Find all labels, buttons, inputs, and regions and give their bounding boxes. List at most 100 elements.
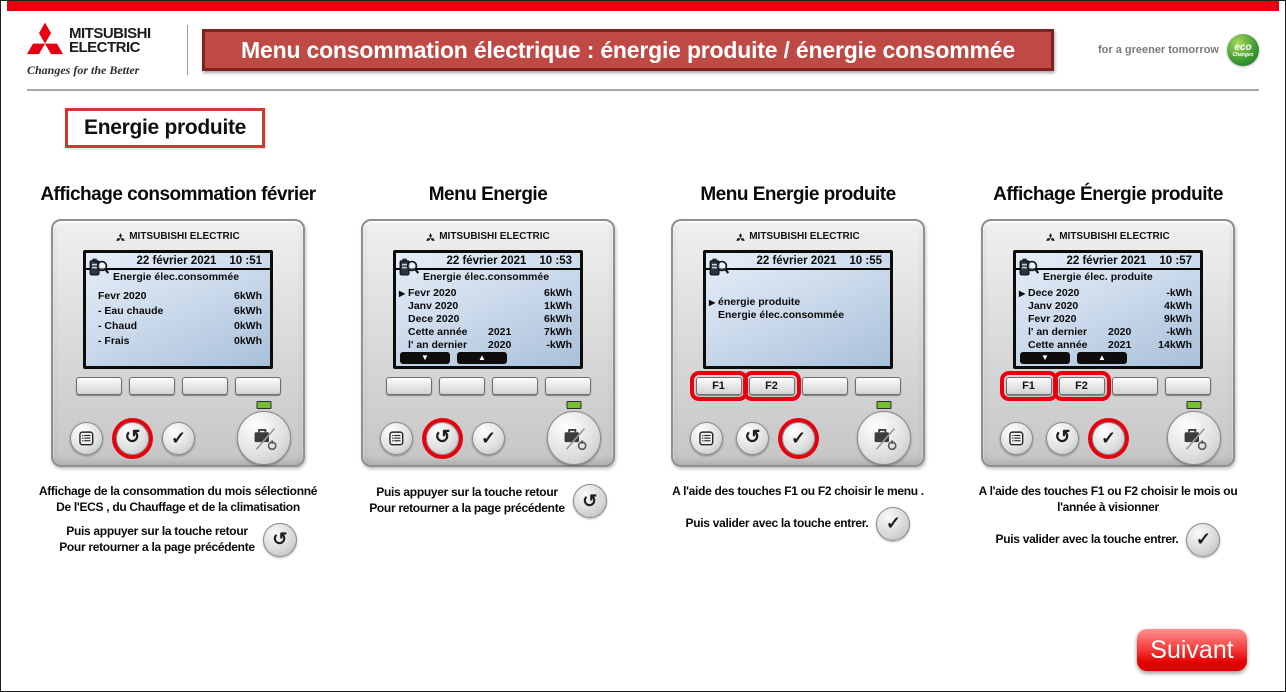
instruction-text: Puis appuyer sur la touche retour Pour re… xyxy=(59,524,255,556)
instruction-text: A l'aide des touches F1 ou F2 choisir le… xyxy=(672,484,924,500)
enter-key-highlighted: ✓ xyxy=(782,421,815,455)
screen-date: 22 février 2021 xyxy=(756,254,837,267)
mitsubishi-logo: MITSUBISHI ELECTRIC Changes for the Bett… xyxy=(27,22,177,78)
instructions: Affichage de la consommation du mois sél… xyxy=(25,484,331,557)
panel-1: Affichage consommation février MITSUBISHI… xyxy=(25,184,331,557)
return-key-icon: ↺ xyxy=(572,484,607,518)
screen-row: l' an dernier 2020 -kWh xyxy=(399,339,572,352)
screen-rows: Fevr 2020 6kWh - Eau chaude 6kWh - Chaud 0kWh… xyxy=(86,285,270,366)
menu-key xyxy=(1000,421,1033,455)
mitsubishi-diamond-icon xyxy=(27,22,63,55)
cursor-icon: ▶ xyxy=(399,288,406,298)
row-year: 2020 xyxy=(1108,325,1132,338)
instruction-note: Puis valider avec la touche entrer. ✓ xyxy=(645,506,951,541)
f1-key-highlighted: F1 xyxy=(689,371,748,401)
instruction-line: A l'aide des touches F1 ou F2 choisir le… xyxy=(978,484,1238,498)
return-arrow-icon: ↺ xyxy=(744,426,761,448)
eco-block: for a greener tomorrow eco Changes xyxy=(1054,34,1259,66)
instruction-line: Pour retourner a la page précédente xyxy=(59,539,255,554)
holiday-power-icon xyxy=(1184,427,1207,450)
row-label: l' an dernier xyxy=(1028,325,1088,338)
row-year: 2021 xyxy=(488,325,512,338)
led-indicator xyxy=(876,401,892,409)
cursor-space xyxy=(399,313,408,326)
holiday-power-icon xyxy=(874,427,897,450)
return-arrow-icon: ↺ xyxy=(434,426,451,448)
led-indicator xyxy=(1186,401,1202,409)
holiday-power-icon xyxy=(564,427,587,450)
remote-controller: MITSUBISHI ELECTRIC 22 février 2021 10 :53… xyxy=(361,219,615,467)
instruction-line: Affichage de la consommation du mois sél… xyxy=(38,484,318,498)
cursor-space xyxy=(1019,313,1028,326)
instruction-note: A l'aide des touches F1 ou F2 choisir le… xyxy=(955,484,1261,516)
screen-header: 22 février 2021 10 :57 xyxy=(1016,253,1200,270)
row-value: -kWh xyxy=(546,338,572,351)
vertical-divider xyxy=(187,25,188,75)
function-keys: F1 F2 xyxy=(689,371,901,401)
next-button[interactable]: Suivant xyxy=(1137,629,1247,671)
instruction-text: Puis valider avec la touche entrer. xyxy=(686,516,869,532)
row-value: 14kWh xyxy=(1158,338,1192,351)
mitsubishi-logo-row: MITSUBISHI ELECTRIC xyxy=(27,22,177,60)
round-keys-row: ↺ ✓ xyxy=(983,401,1233,465)
panel-title: Menu Energie xyxy=(428,184,548,205)
cursor-space xyxy=(399,326,408,339)
screen-row: Dece 2020 6kWh xyxy=(399,313,572,326)
f3-key xyxy=(491,377,538,395)
screen-row: Cette année 2021 14kWh xyxy=(1019,339,1192,352)
device-brand-text: MITSUBISHI ELECTRIC xyxy=(749,231,860,243)
instruction-text: A l'aide des touches F1 ou F2 choisir le… xyxy=(979,484,1238,516)
scroll-up-button: ▲ xyxy=(1077,352,1127,364)
device-screen: 22 février 2021 10 :57 Energie élec. produ… xyxy=(1013,249,1203,369)
enter-key-highlighted: ✓ xyxy=(1092,421,1125,455)
panel-2: Menu Energie MITSUBISHI ELECTRIC 22 févrie… xyxy=(335,184,641,557)
section-label: Energie produite xyxy=(65,108,266,148)
mitsubishi-diamond-icon xyxy=(1046,233,1056,241)
screen-date: 22 février 2021 xyxy=(1066,254,1147,267)
screen-row: Fevr 2020 6kWh xyxy=(89,289,262,304)
energy-monitor-icon xyxy=(709,258,729,276)
panel-3: Menu Energie produite MITSUBISHI ELECTRIC… xyxy=(645,184,951,557)
power-key xyxy=(547,401,601,465)
remote-controller: MITSUBISHI ELECTRIC 22 février 2021 10 :51… xyxy=(51,219,305,467)
row-value: 6kWh xyxy=(233,304,262,317)
screen-row: - Frais 0kWh xyxy=(89,334,262,349)
screen-date: 22 février 2021 xyxy=(136,254,217,267)
round-keys-row: ↺ ✓ xyxy=(673,401,923,465)
power-key xyxy=(1167,401,1221,465)
brand-line1: MITSUBISHI xyxy=(69,24,151,42)
check-icon: ✓ xyxy=(170,428,187,448)
f4-key xyxy=(854,377,901,395)
row-label: - Frais xyxy=(98,334,130,347)
mitsubishi-diamond-icon xyxy=(736,233,746,241)
f4-key xyxy=(544,377,591,395)
row-label: Dece 2020 xyxy=(408,312,460,325)
row-label: Cette année xyxy=(1028,338,1088,351)
screen-subtitle: Energie élec. produite xyxy=(1043,270,1153,283)
f4-key xyxy=(234,377,281,395)
instruction-line: Puis appuyer sur la touche retour xyxy=(66,523,248,538)
brand-wordmark: MITSUBISHI ELECTRIC xyxy=(69,24,151,56)
row-value: 7kWh xyxy=(543,325,572,338)
instruction-line: Puis valider avec la touche entrer. xyxy=(685,515,869,530)
cursor-space xyxy=(1019,339,1028,352)
instruction-text: Puis valider avec la touche entrer. xyxy=(996,532,1179,548)
instruction-line: Pour retourner a la page précédente xyxy=(369,501,565,515)
row-label: Fevr 2020 xyxy=(408,286,457,299)
f3-key xyxy=(801,377,848,395)
menu-key xyxy=(70,421,103,455)
panel-title: Menu Energie produite xyxy=(700,184,896,205)
f2-key-highlighted: F2 xyxy=(1052,371,1111,401)
screen-row: ▶ Fevr 2020 6kWh xyxy=(399,287,572,300)
remote-controller: MITSUBISHI ELECTRIC 22 février 2021 10 :55… xyxy=(671,219,925,467)
return-key: ↺ xyxy=(1046,421,1079,455)
screen-rows: ▶ énergie produite Energie élec.consommée xyxy=(706,285,890,366)
header-divider xyxy=(27,89,1259,91)
row-label: Cette année xyxy=(408,325,468,338)
instruction-note: A l'aide des touches F1 ou F2 choisir le… xyxy=(645,484,951,500)
return-key-highlighted: ↺ xyxy=(116,421,149,455)
screen-scroll-bar: ▼ ▲ xyxy=(1016,352,1200,366)
instruction-line: Puis appuyer sur la touche retour xyxy=(376,485,558,500)
scroll-down-button: ▼ xyxy=(1020,352,1070,364)
